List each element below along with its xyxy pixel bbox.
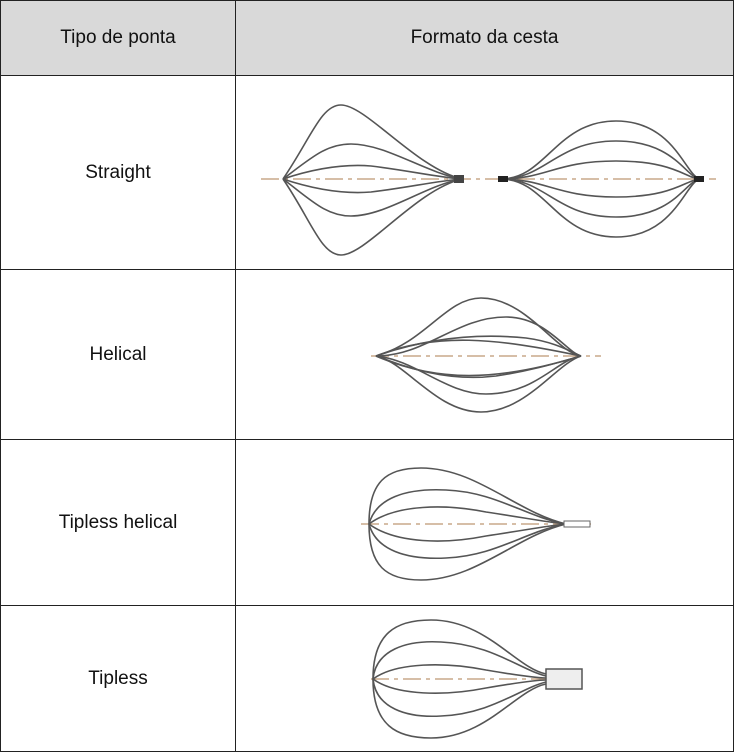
- image-cell: [235, 75, 734, 270]
- table-row: Tipless: [0, 605, 734, 752]
- image-cell: [235, 269, 734, 440]
- image-cell: [235, 605, 734, 752]
- table-row: Tipless helical: [0, 439, 734, 606]
- tipless-helical-basket-image: [361, 466, 591, 581]
- basket-left: [282, 103, 464, 256]
- tipless-basket-image: [371, 618, 583, 739]
- cell: Helical: [0, 269, 236, 440]
- helical-basket-image: [371, 296, 601, 413]
- straight-basket-image: [261, 103, 716, 256]
- cell: Tipless: [0, 605, 236, 752]
- cell: Tipless helical: [0, 439, 236, 606]
- header-cell: Formato da cesta: [235, 0, 734, 76]
- image-cell: [235, 439, 734, 606]
- header-cell: Tipo de ponta: [0, 0, 236, 76]
- table-row: Straight: [0, 75, 734, 270]
- header-row: Tipo de ponta Formato da cesta: [0, 0, 734, 76]
- basket-right: [498, 119, 704, 238]
- cell: Straight: [0, 75, 236, 270]
- table-row: Helical: [0, 269, 734, 440]
